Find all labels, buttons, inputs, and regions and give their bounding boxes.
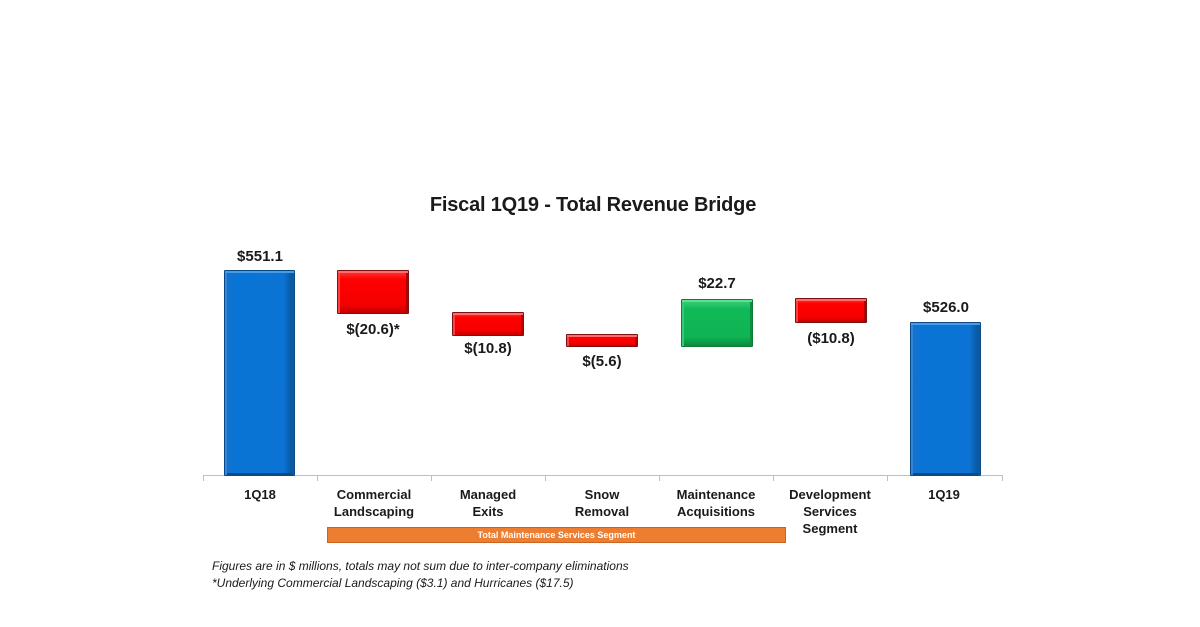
footnote-commercial-landscaping: *Underlying Commercial Landscaping ($3.1…	[212, 576, 574, 590]
bar-snow-removal	[566, 334, 638, 347]
category-label-line: Development	[789, 487, 871, 502]
category-label-line: Snow	[584, 487, 620, 502]
category-label-line: 1Q19	[928, 487, 960, 502]
category-label-line: Landscaping	[333, 504, 415, 519]
category-label-commercial-landscaping: Commercial Landscaping	[317, 486, 431, 520]
axis-tick	[1002, 475, 1003, 481]
bar-development-services	[795, 298, 867, 323]
category-label-line: Services	[803, 504, 857, 519]
value-label-1q18: $551.1	[237, 248, 283, 265]
category-label-line: Commercial	[336, 487, 412, 502]
category-label-line: Managed	[459, 487, 517, 502]
category-label-snow-removal: Snow Removal	[545, 486, 659, 520]
axis-tick	[773, 475, 774, 481]
bar-commercial-landscaping	[337, 270, 409, 314]
category-label-line: Maintenance	[676, 487, 756, 502]
value-label-snow-removal: $(5.6)	[582, 353, 622, 370]
bar-managed-exits	[452, 312, 524, 336]
category-label-line: Exits	[472, 504, 504, 519]
value-label-commercial-landscaping: $(20.6)*	[346, 321, 400, 338]
category-label-line: Segment	[802, 521, 858, 536]
category-label-maintenance-acquisitions: Maintenance Acquisitions	[659, 486, 773, 520]
category-label-line: Removal	[574, 504, 630, 519]
axis-tick	[203, 475, 204, 481]
value-label-maintenance-acquisitions: $22.7	[698, 275, 736, 292]
axis-tick	[887, 475, 888, 481]
category-label-1q19: 1Q19	[887, 486, 1001, 503]
category-label-line: 1Q18	[244, 487, 276, 502]
bar-1q19	[910, 322, 981, 476]
chart-title-text: Fiscal 1Q19 - Total Revenue Bridge	[429, 194, 757, 216]
axis-tick	[431, 475, 432, 481]
bar-1q18	[224, 270, 295, 476]
footnote-units: Figures are in $ millions, totals may no…	[212, 559, 629, 573]
category-label-managed-exits: Managed Exits	[431, 486, 545, 520]
value-label-1q19: $526.0	[923, 299, 969, 316]
axis-tick	[545, 475, 546, 481]
bar-maintenance-acquisitions	[681, 299, 753, 347]
value-label-development-services: ($10.8)	[807, 330, 855, 347]
category-label-1q18: 1Q18	[203, 486, 317, 503]
axis-tick	[317, 475, 318, 481]
chart-title: Fiscal 1Q19 - Total Revenue Bridge	[0, 194, 1200, 217]
x-axis-line	[203, 475, 1003, 476]
segment-band-total-maintenance-services: Total Maintenance Services Segment	[327, 527, 786, 543]
axis-tick	[659, 475, 660, 481]
category-label-development-services: Development Services Segment	[773, 486, 887, 537]
category-label-line: Acquisitions	[676, 504, 755, 519]
value-label-managed-exits: $(10.8)	[464, 340, 512, 357]
